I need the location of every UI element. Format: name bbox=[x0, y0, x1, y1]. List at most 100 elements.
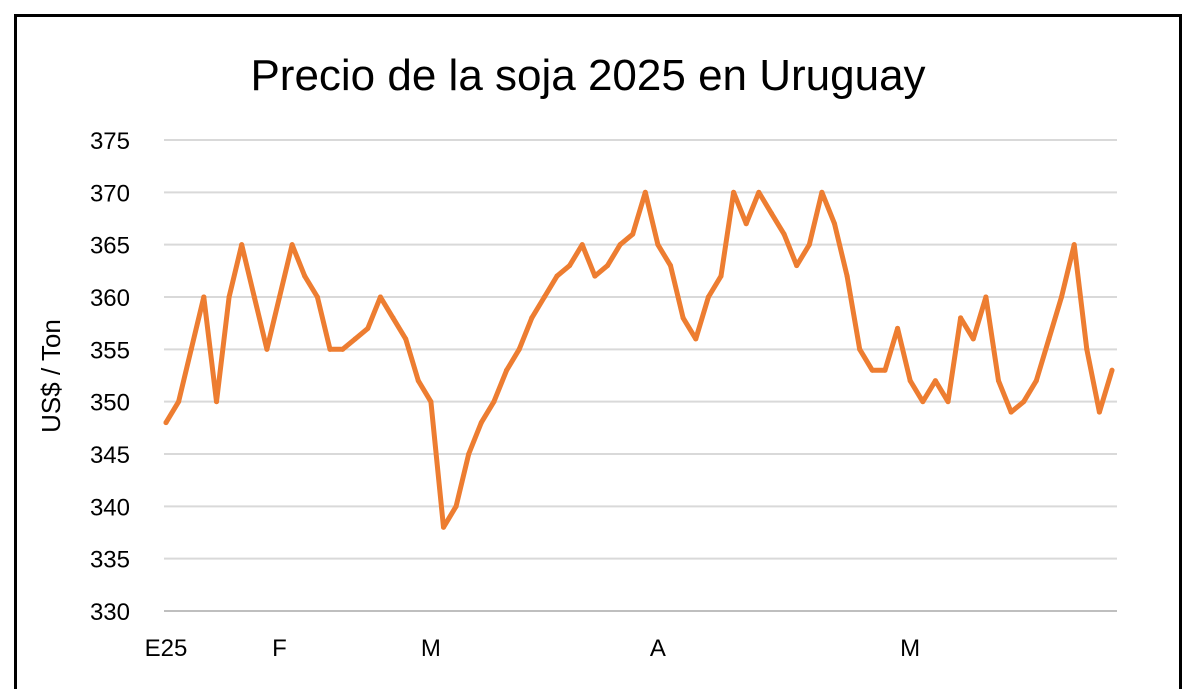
data-point bbox=[188, 346, 194, 352]
chart-frame bbox=[14, 14, 1182, 689]
data-point bbox=[213, 399, 219, 405]
data-point bbox=[1033, 378, 1039, 384]
data-point bbox=[1096, 409, 1102, 415]
data-point bbox=[340, 346, 346, 352]
data-point bbox=[529, 315, 535, 321]
data-point bbox=[579, 242, 585, 248]
data-point bbox=[983, 294, 989, 300]
data-point bbox=[970, 336, 976, 342]
data-point bbox=[857, 346, 863, 352]
data-point bbox=[630, 231, 636, 237]
data-point bbox=[668, 263, 674, 269]
data-point bbox=[680, 315, 686, 321]
data-point bbox=[743, 221, 749, 227]
data-point bbox=[415, 378, 421, 384]
y-tick-label: 330 bbox=[90, 599, 130, 626]
data-point bbox=[201, 294, 207, 300]
data-point bbox=[377, 294, 383, 300]
data-point bbox=[895, 325, 901, 331]
y-tick-label: 365 bbox=[90, 233, 130, 260]
data-point bbox=[995, 378, 1001, 384]
x-tick-label: E25 bbox=[145, 635, 188, 662]
data-point bbox=[1071, 242, 1077, 248]
y-tick-label: 340 bbox=[90, 494, 130, 521]
y-axis-ticks: 330 335 340 345 350 355 360 365 370 375 bbox=[90, 128, 130, 626]
x-tick-label: A bbox=[650, 635, 666, 662]
data-point bbox=[277, 294, 283, 300]
data-point bbox=[705, 294, 711, 300]
data-point bbox=[428, 399, 434, 405]
line-chart: Precio de la soja 2025 en Uruguay 330 335… bbox=[36, 51, 1117, 662]
data-point bbox=[1109, 367, 1115, 373]
data-point bbox=[251, 294, 257, 300]
data-point bbox=[567, 263, 573, 269]
data-point bbox=[239, 242, 245, 248]
data-point bbox=[844, 273, 850, 279]
data-point bbox=[932, 378, 938, 384]
data-point bbox=[907, 378, 913, 384]
gridlines bbox=[164, 139, 1117, 612]
data-point bbox=[554, 273, 560, 279]
data-point bbox=[327, 346, 333, 352]
data-point bbox=[1059, 294, 1065, 300]
data-point bbox=[819, 189, 825, 195]
x-tick-label: F bbox=[272, 635, 287, 662]
data-point bbox=[302, 273, 308, 279]
data-point bbox=[655, 242, 661, 248]
data-point bbox=[1021, 399, 1027, 405]
data-point bbox=[642, 189, 648, 195]
data-point bbox=[945, 399, 951, 405]
data-point bbox=[390, 315, 396, 321]
y-tick-label: 370 bbox=[90, 180, 130, 207]
y-tick-label: 345 bbox=[90, 442, 130, 469]
data-point bbox=[718, 273, 724, 279]
data-point bbox=[617, 242, 623, 248]
data-point bbox=[806, 242, 812, 248]
data-point bbox=[163, 420, 169, 426]
data-point bbox=[504, 367, 510, 373]
data-point bbox=[781, 231, 787, 237]
y-tick-label: 335 bbox=[90, 547, 130, 574]
x-axis-ticks: E25 F M A M bbox=[145, 635, 921, 662]
data-point bbox=[491, 399, 497, 405]
data-point bbox=[264, 346, 270, 352]
data-point bbox=[756, 189, 762, 195]
data-point bbox=[882, 367, 888, 373]
data-point bbox=[440, 524, 446, 530]
data-point bbox=[516, 346, 522, 352]
x-tick-label: M bbox=[900, 635, 920, 662]
data-point bbox=[478, 420, 484, 426]
data-point bbox=[958, 315, 964, 321]
data-point bbox=[352, 336, 358, 342]
y-axis-label: US$ / Ton bbox=[36, 319, 66, 433]
data-point bbox=[731, 189, 737, 195]
series-group bbox=[163, 189, 1115, 530]
chart-title: Precio de la soja 2025 en Uruguay bbox=[250, 51, 925, 100]
data-point bbox=[693, 336, 699, 342]
data-point bbox=[768, 210, 774, 216]
data-point bbox=[1008, 409, 1014, 415]
data-point bbox=[1084, 346, 1090, 352]
data-point bbox=[794, 263, 800, 269]
y-tick-label: 375 bbox=[90, 128, 130, 155]
data-point bbox=[869, 367, 875, 373]
y-tick-label: 360 bbox=[90, 285, 130, 312]
data-point bbox=[365, 325, 371, 331]
data-point bbox=[466, 451, 472, 457]
data-point bbox=[314, 294, 320, 300]
y-tick-label: 355 bbox=[90, 337, 130, 364]
data-point bbox=[832, 221, 838, 227]
data-point bbox=[453, 503, 459, 509]
data-point bbox=[920, 399, 926, 405]
data-point bbox=[289, 242, 295, 248]
data-point bbox=[176, 399, 182, 405]
data-point bbox=[592, 273, 598, 279]
data-point bbox=[226, 294, 232, 300]
x-tick-label: M bbox=[421, 635, 441, 662]
series-line bbox=[163, 189, 1115, 530]
data-point bbox=[1046, 336, 1052, 342]
data-point bbox=[541, 294, 547, 300]
y-tick-label: 350 bbox=[90, 390, 130, 417]
data-point bbox=[604, 263, 610, 269]
data-point bbox=[403, 336, 409, 342]
